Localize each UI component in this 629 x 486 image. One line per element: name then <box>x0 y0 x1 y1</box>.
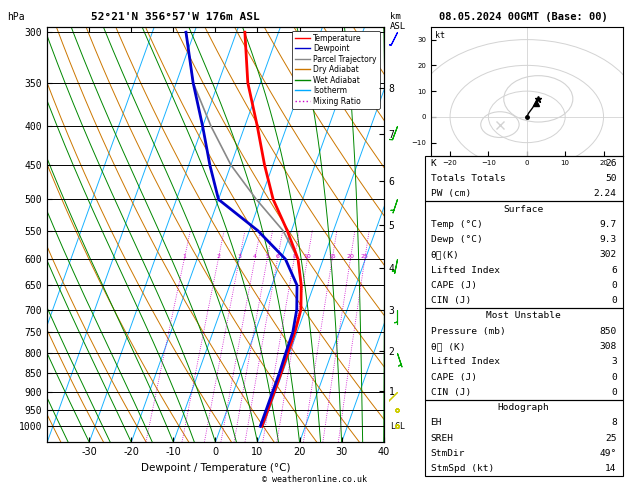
Text: Surface: Surface <box>504 205 543 213</box>
Text: 8: 8 <box>611 418 617 427</box>
Text: 8: 8 <box>292 254 296 259</box>
Text: 308: 308 <box>599 342 617 351</box>
Text: 15: 15 <box>328 254 336 259</box>
Text: © weatheronline.co.uk: © weatheronline.co.uk <box>262 474 367 484</box>
Text: LCL: LCL <box>391 422 406 431</box>
Text: 2.24: 2.24 <box>594 189 617 198</box>
Text: θᴇ(K): θᴇ(K) <box>430 250 459 260</box>
Text: 10: 10 <box>304 254 311 259</box>
Text: 0: 0 <box>611 388 617 397</box>
Text: K: K <box>430 159 437 168</box>
Text: Lifted Index: Lifted Index <box>430 266 499 275</box>
Text: θᴇ (K): θᴇ (K) <box>430 342 465 351</box>
Text: 1: 1 <box>182 254 186 259</box>
Text: 20: 20 <box>347 254 354 259</box>
Text: 08.05.2024 00GMT (Base: 00): 08.05.2024 00GMT (Base: 00) <box>439 12 608 22</box>
Text: 50: 50 <box>605 174 617 183</box>
Text: CAPE (J): CAPE (J) <box>430 281 477 290</box>
Text: 25: 25 <box>361 254 369 259</box>
Text: Temp (°C): Temp (°C) <box>430 220 482 229</box>
Text: 3: 3 <box>237 254 242 259</box>
Text: 49°: 49° <box>599 449 617 458</box>
Bar <box>425 156 623 201</box>
Text: kt: kt <box>435 31 445 39</box>
Text: 0: 0 <box>611 373 617 382</box>
Text: 0: 0 <box>611 281 617 290</box>
Text: 0: 0 <box>611 296 617 305</box>
Text: Pressure (mb): Pressure (mb) <box>430 327 505 336</box>
Text: 2: 2 <box>216 254 220 259</box>
Legend: Temperature, Dewpoint, Parcel Trajectory, Dry Adiabat, Wet Adiabat, Isotherm, Mi: Temperature, Dewpoint, Parcel Trajectory… <box>292 31 380 109</box>
Text: Most Unstable: Most Unstable <box>486 312 561 320</box>
Text: 9.3: 9.3 <box>599 235 617 244</box>
Text: 9.7: 9.7 <box>599 220 617 229</box>
Text: EH: EH <box>430 418 442 427</box>
Text: 25: 25 <box>605 434 617 443</box>
Text: 5: 5 <box>265 254 269 259</box>
Text: 4: 4 <box>253 254 257 259</box>
X-axis label: Dewpoint / Temperature (°C): Dewpoint / Temperature (°C) <box>141 463 290 473</box>
Text: 6: 6 <box>611 266 617 275</box>
Bar <box>425 201 623 308</box>
Text: CAPE (J): CAPE (J) <box>430 373 477 382</box>
Text: hPa: hPa <box>8 12 25 22</box>
Text: StmSpd (kt): StmSpd (kt) <box>430 464 494 473</box>
Text: StmDir: StmDir <box>430 449 465 458</box>
Text: 14: 14 <box>605 464 617 473</box>
Text: 26: 26 <box>605 159 617 168</box>
Bar <box>425 400 623 476</box>
Text: CIN (J): CIN (J) <box>430 296 470 305</box>
Text: Hodograph: Hodograph <box>498 403 550 412</box>
Bar <box>425 308 623 400</box>
Text: CIN (J): CIN (J) <box>430 388 470 397</box>
Text: Totals Totals: Totals Totals <box>430 174 505 183</box>
Text: km
ASL: km ASL <box>390 12 406 31</box>
Text: Lifted Index: Lifted Index <box>430 357 499 366</box>
Text: PW (cm): PW (cm) <box>430 189 470 198</box>
Text: 850: 850 <box>599 327 617 336</box>
Text: 52°21'N 356°57'W 176m ASL: 52°21'N 356°57'W 176m ASL <box>91 12 259 22</box>
Text: SREH: SREH <box>430 434 454 443</box>
Text: 302: 302 <box>599 250 617 260</box>
Text: Dewp (°C): Dewp (°C) <box>430 235 482 244</box>
Text: 6: 6 <box>276 254 279 259</box>
Text: 3: 3 <box>611 357 617 366</box>
